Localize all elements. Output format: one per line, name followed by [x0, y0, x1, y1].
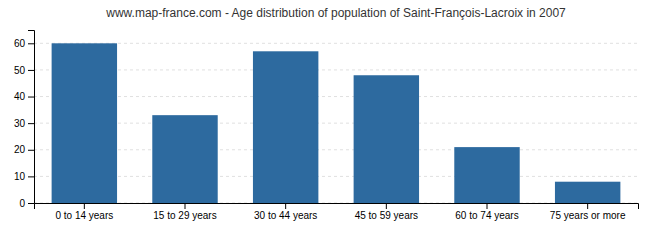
- x-tick: 75 years or more: [550, 203, 626, 221]
- bar: [253, 51, 318, 203]
- y-tick-mark: [28, 176, 34, 177]
- x-tick: 60 to 74 years: [455, 203, 518, 221]
- x-tick: 30 to 44 years: [254, 203, 317, 221]
- x-tick-mark: [285, 203, 286, 209]
- y-tick: 40: [14, 91, 34, 102]
- bar: [152, 115, 217, 203]
- y-tick: 10: [14, 171, 34, 182]
- x-tick-mark: [386, 203, 387, 209]
- y-tick-mark: [28, 123, 34, 124]
- x-tick-mark: [487, 203, 488, 209]
- y-tick: 60: [14, 38, 34, 49]
- grid-line: [34, 123, 638, 124]
- y-tick-mark: [28, 43, 34, 44]
- y-tick-mark: [28, 150, 34, 151]
- x-tick-label: 15 to 29 years: [153, 210, 216, 221]
- grid-line: [34, 176, 638, 177]
- y-tick: 30: [14, 118, 34, 129]
- x-tick-mark: [587, 203, 588, 209]
- bar: [354, 75, 419, 203]
- x-tick-mark: [185, 203, 186, 209]
- grid: [34, 43, 638, 203]
- y-tick-label: 10: [14, 171, 26, 182]
- y-tick-label: 50: [14, 65, 26, 76]
- grid-line: [34, 43, 638, 44]
- y-tick-mark: [28, 70, 34, 71]
- x-axis: 0 to 14 years 15 to 29 years 30 to 44 year…: [35, 203, 639, 221]
- y-axis-line: [28, 31, 35, 204]
- x-tick-label: 0 to 14 years: [55, 210, 113, 221]
- x-tick-label: 30 to 44 years: [254, 210, 317, 221]
- y-tick-mark: [28, 97, 34, 98]
- x-tick: 45 to 59 years: [355, 203, 418, 221]
- y-tick-label: 0: [19, 198, 25, 209]
- x-tick: 15 to 29 years: [153, 203, 216, 221]
- chart-container: 0 10 20 30 40 50 60 0 to 14 years 15 to 29 years…: [0, 0, 650, 229]
- bar: [555, 182, 620, 203]
- y-tick-label: 30: [14, 118, 26, 129]
- grid-line: [34, 69, 638, 70]
- y-tick-label: 40: [14, 91, 26, 102]
- y-tick-mark: [28, 203, 34, 204]
- x-tick: 0 to 14 years: [55, 203, 113, 221]
- y-tick: 0: [19, 198, 34, 209]
- plot: 0 10 20 30 40 50 60 0 to 14 years 15 to 29 years…: [14, 31, 639, 222]
- x-tick-label: 75 years or more: [550, 210, 626, 221]
- y-tick-label: 20: [14, 144, 26, 155]
- y-tick-label: 60: [14, 38, 26, 49]
- title: www.map-france.com - Age distribution of…: [105, 6, 566, 20]
- y-axis: 0 10 20 30 40 50 60: [14, 31, 35, 209]
- bars: [52, 43, 621, 203]
- bar: [454, 147, 519, 203]
- y-tick: 50: [14, 65, 34, 76]
- x-tick-label: 45 to 59 years: [355, 210, 418, 221]
- x-tick-label: 60 to 74 years: [455, 210, 518, 221]
- grid-line: [34, 149, 638, 150]
- bar: [52, 43, 117, 203]
- x-axis-line: [35, 204, 639, 210]
- grid-line: [34, 96, 638, 97]
- y-tick: 20: [14, 144, 34, 155]
- chart-svg: 0 10 20 30 40 50 60 0 to 14 years 15 to 29 years…: [0, 0, 650, 229]
- x-tick-mark: [84, 203, 85, 209]
